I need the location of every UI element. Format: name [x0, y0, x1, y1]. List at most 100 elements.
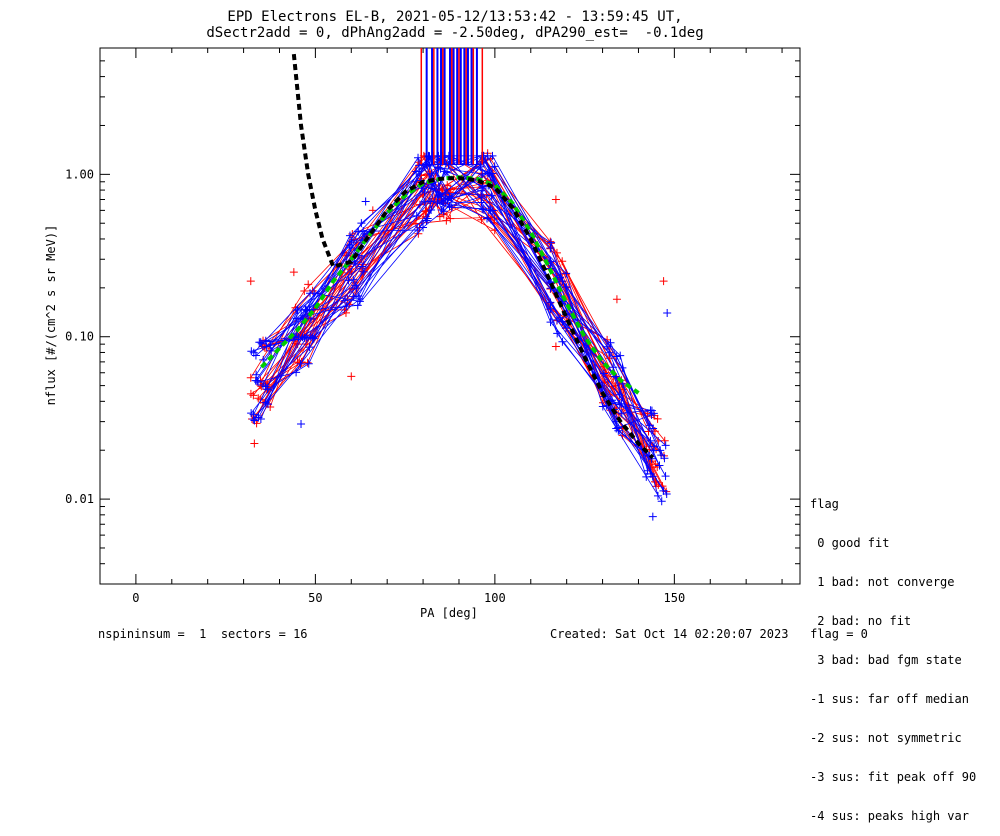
- red-series-line: [269, 191, 649, 432]
- blue-series-point: [440, 167, 449, 176]
- legend-item: 1 bad: not converge: [810, 575, 955, 589]
- red-series-line: [264, 179, 658, 468]
- blue-series-point: [353, 301, 362, 310]
- blue-series-point: [345, 231, 354, 240]
- blue-data-point: [663, 308, 672, 317]
- red-series-point: [421, 207, 430, 216]
- red-data-point: [250, 439, 259, 448]
- blue-series-point: [546, 304, 555, 313]
- blue-series-point: [661, 472, 670, 481]
- blue-series-point: [436, 164, 445, 173]
- blue-series-point: [433, 198, 442, 207]
- red-data-point: [612, 295, 621, 304]
- blue-series-line: [271, 165, 654, 429]
- red-series-point: [477, 215, 486, 224]
- red-series-point: [303, 358, 312, 367]
- footer-left: nspininsum = 1 sectors = 16: [98, 627, 308, 641]
- red-data-point: [551, 195, 560, 204]
- blue-series-group: [247, 151, 672, 521]
- blue-series-point: [558, 337, 567, 346]
- blue-series-point: [358, 262, 367, 271]
- blue-series-point: [556, 313, 565, 322]
- blue-series-point: [479, 151, 488, 160]
- blue-series-point: [253, 376, 262, 385]
- blue-series-point: [249, 348, 258, 357]
- blue-series-point: [477, 186, 486, 195]
- chart-title-line1: EPD Electrons EL-B, 2021-05-12/13:53:42 …: [227, 9, 683, 25]
- red-series-point: [660, 436, 669, 445]
- blue-series-point: [359, 227, 368, 236]
- flag-legend: flag 0 good fit 1 bad: not converge 2 ba…: [810, 472, 976, 836]
- blue-series-point: [647, 410, 656, 419]
- x-axis-label: PA [deg]: [420, 606, 478, 620]
- legend-item: -1 sus: far off median: [810, 692, 969, 706]
- red-data-point: [304, 280, 313, 289]
- blue-series-point: [437, 205, 446, 214]
- blue-series-point: [562, 269, 571, 278]
- blue-series-point: [350, 281, 359, 290]
- blue-series-point: [419, 223, 428, 232]
- blue-series-point: [643, 466, 652, 475]
- blue-series-point: [357, 219, 366, 228]
- red-data-point: [659, 277, 668, 286]
- red-series-point: [442, 216, 451, 225]
- blue-series-point: [309, 334, 318, 343]
- blue-series-point: [645, 421, 654, 430]
- y-tick-label: 0.10: [65, 330, 94, 344]
- y-tick-label: 1.00: [65, 167, 94, 181]
- black-median-fit-line: [291, 53, 655, 460]
- blue-series-point: [439, 207, 448, 216]
- red-series-line: [268, 193, 657, 450]
- fit-lines-group: [260, 53, 655, 460]
- y-tick-label: 0.01: [65, 492, 94, 506]
- blue-data-point: [361, 197, 370, 206]
- x-tick-label: 100: [484, 591, 506, 605]
- red-data-point: [246, 277, 255, 286]
- blue-series-point: [439, 198, 448, 207]
- blue-series-point: [477, 198, 486, 207]
- blue-series-point: [488, 151, 497, 160]
- blue-series-point: [355, 297, 364, 306]
- red-series-group: [246, 149, 671, 496]
- blue-series-point: [490, 162, 499, 171]
- legend-item: 3 bad: bad fgm state: [810, 653, 962, 667]
- blue-series-point: [300, 333, 309, 342]
- red-data-point: [289, 268, 298, 277]
- blue-series-point: [443, 168, 452, 177]
- blue-series-point: [252, 370, 261, 379]
- blue-series-point: [412, 167, 421, 176]
- legend-item: -3 sus: fit peak off 90: [810, 770, 977, 784]
- blue-series-point: [616, 351, 625, 360]
- blue-series-point: [303, 306, 312, 315]
- blue-series-point: [306, 289, 315, 298]
- blue-series-point: [547, 238, 556, 247]
- blue-series-point: [646, 436, 655, 445]
- blue-series-point: [657, 451, 666, 460]
- blue-series-point: [256, 338, 265, 347]
- red-series-point: [246, 373, 255, 382]
- blue-series-point: [659, 486, 668, 495]
- blue-series-point: [653, 491, 662, 500]
- blue-series-point: [606, 338, 615, 347]
- red-series-point: [293, 340, 302, 349]
- blue-series-point: [249, 415, 258, 424]
- blue-series-point: [661, 441, 670, 450]
- blue-series-point: [413, 225, 422, 234]
- blue-series-point: [546, 244, 555, 253]
- red-data-point: [347, 372, 356, 381]
- red-series-point: [300, 286, 309, 295]
- legend-item: 0 good fit: [810, 536, 890, 550]
- blue-series-point: [349, 275, 358, 284]
- red-data-point: [551, 342, 560, 351]
- footer-right: Created: Sat Oct 14 02:20:07 2023 flag =…: [550, 627, 868, 641]
- blue-data-point: [297, 420, 306, 429]
- blue-series-point: [262, 342, 271, 351]
- chart-plot: 0 50 100 150 0.01 0.10 1.00: [65, 47, 801, 605]
- blue-series-point: [359, 267, 368, 276]
- blue-series-point: [296, 359, 305, 368]
- x-tick-label: 50: [308, 591, 322, 605]
- blue-series-point: [354, 292, 363, 301]
- blue-series-point: [261, 382, 270, 391]
- blue-series-point: [304, 359, 313, 368]
- red-series-line: [262, 181, 667, 492]
